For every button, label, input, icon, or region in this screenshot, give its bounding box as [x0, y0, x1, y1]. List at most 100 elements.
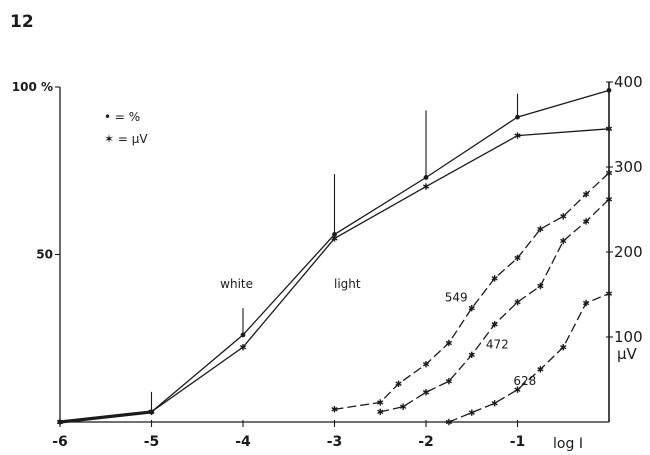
chart-labels: • = % ✶ = μV white light 549 472 628: [104, 110, 536, 388]
data-point-star-stroke: [605, 170, 613, 176]
data-point-star: [377, 399, 384, 406]
annotation-white: white: [220, 277, 253, 291]
x-tick-label: -2: [418, 434, 434, 450]
data-point-star: [514, 132, 521, 139]
y-axis-label-right: μV: [617, 345, 638, 363]
baseline-segment: [59, 410, 152, 424]
annotation-472: 472: [486, 337, 509, 351]
data-point-star-stroke: [377, 400, 384, 405]
series-line-4: [448, 292, 610, 423]
data-point-star: [422, 183, 430, 190]
y-tick-label-right: 400: [614, 73, 643, 91]
data-point-dot: [515, 114, 520, 120]
data-point-star-stroke: [537, 283, 544, 289]
data-point-star-stroke: [468, 305, 475, 311]
data-point-star-stroke: [422, 184, 430, 189]
data-point-star-stroke: [468, 352, 475, 358]
data-point-star: [605, 290, 613, 297]
data-point-star-stroke: [422, 361, 430, 367]
data-point-star: [377, 408, 384, 415]
data-point-dot: [423, 175, 429, 180]
data-point-star: [395, 380, 402, 387]
x-axis-label: log I: [553, 436, 583, 452]
annotation-628: 628: [513, 374, 536, 388]
data-point-star-stroke: [583, 300, 590, 306]
data-point-star-stroke: [605, 197, 613, 202]
data-point-star: [491, 275, 498, 282]
data-point-star-stroke: [148, 409, 155, 415]
data-point-star: [514, 386, 521, 393]
data-point-star: [560, 237, 567, 245]
data-point-star: [560, 213, 567, 220]
data-point-star-stroke: [239, 344, 247, 350]
data-point-star: [331, 235, 338, 242]
data-point-star: [422, 389, 430, 396]
data-point-star: [605, 169, 613, 177]
data-point-star: [148, 408, 155, 415]
data-point-star-stroke: [422, 390, 430, 395]
data-point-star-stroke: [445, 419, 452, 425]
data-point-star: [537, 282, 544, 290]
data-point-star: [605, 125, 613, 132]
x-tick-label: -6: [52, 434, 68, 450]
data-point-star: [445, 339, 452, 347]
data-point-star-stroke: [537, 367, 544, 372]
series-line-3: [380, 198, 610, 413]
data-point-star: [468, 409, 475, 416]
data-point-star-stroke: [331, 407, 338, 412]
data-point-star-stroke: [491, 322, 498, 327]
data-point-dot: [240, 332, 246, 338]
data-point-star-stroke: [395, 381, 402, 386]
error-bars: [150, 93, 519, 412]
annotation-light: light: [334, 277, 361, 291]
legend-entry-star: ✶ = μV: [104, 132, 148, 146]
data-point-star: [560, 344, 567, 351]
data-point-star: [422, 361, 430, 368]
data-point-star: [514, 254, 521, 262]
y-tick-label-left: 50: [36, 248, 53, 262]
data-point-star-stroke: [514, 299, 521, 305]
data-point-star: [537, 366, 544, 373]
y-tick-label-right: 100: [614, 328, 643, 346]
data-point-star-stroke: [605, 126, 613, 131]
data-point-star-stroke: [377, 409, 384, 415]
data-point-star-stroke: [400, 404, 407, 409]
data-point-star: [605, 196, 613, 203]
data-point-star-stroke: [445, 378, 452, 384]
data-point-star-stroke: [491, 401, 498, 406]
y-tick-label-left: 100 %: [12, 80, 53, 94]
x-tick-label: -1: [510, 434, 526, 450]
data-point-star: [537, 225, 544, 233]
data-point-star: [491, 400, 498, 407]
data-point-star-stroke: [514, 133, 521, 138]
data-point-star-stroke: [514, 387, 521, 392]
data-point-star: [468, 304, 475, 312]
x-tick-label: -5: [144, 434, 160, 450]
data-point-star-stroke: [56, 419, 64, 425]
data-point-star-stroke: [491, 276, 498, 281]
data-point-star: [583, 218, 590, 225]
data-point-star-stroke: [537, 226, 544, 232]
x-tick-label: -4: [235, 434, 251, 450]
data-point-star: [445, 418, 452, 426]
data-point-star-stroke: [468, 410, 475, 415]
data-point-star: [400, 403, 407, 410]
data-point-star: [331, 406, 338, 413]
legend: • = % ✶ = μV: [104, 110, 148, 146]
data-point-star-stroke: [583, 219, 590, 224]
data-point-dot: [606, 87, 612, 93]
data-point-star: [491, 321, 498, 328]
data-point-star-stroke: [560, 344, 567, 350]
y-tick-label-right: 300: [614, 158, 643, 176]
series-markers: [56, 87, 613, 426]
panel-number: 12: [10, 12, 34, 32]
data-point-star-stroke: [445, 340, 452, 346]
series-line-2: [334, 172, 610, 410]
data-point-star-stroke: [605, 291, 613, 296]
data-point-star-stroke: [583, 191, 590, 197]
data-point-star: [56, 418, 64, 426]
data-point-star: [445, 378, 452, 385]
y-tick-label-right: 200: [614, 243, 643, 261]
